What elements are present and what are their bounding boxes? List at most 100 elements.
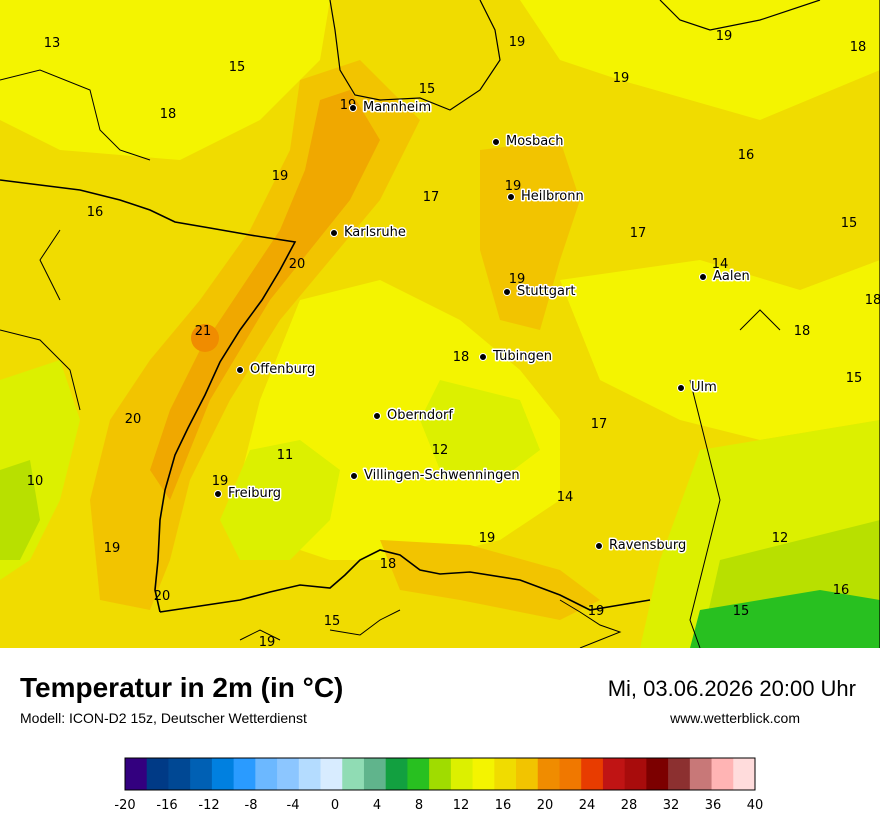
legend-swatch xyxy=(342,758,365,790)
temperature-value: 15 xyxy=(846,371,863,386)
city-label: Karlsruhe xyxy=(344,225,406,240)
city-label: Heilbronn xyxy=(521,189,584,204)
temperature-value: 19 xyxy=(509,35,526,50)
legend-swatches xyxy=(124,757,756,791)
color-legend: -20 -16 -12 -8 -4 0 4 8 12 16 20 24 28 32 36 40 xyxy=(114,757,763,813)
temperature-value: 15 xyxy=(419,82,436,97)
city-marker: Heilbronn xyxy=(507,188,585,206)
city-marker: Oberndorf xyxy=(373,407,455,425)
hotspot-21 xyxy=(191,324,219,352)
temperature-value: 15 xyxy=(324,614,341,629)
temperature-value: 19 xyxy=(212,474,229,489)
map-title: Temperatur in 2m (in °C) xyxy=(20,672,344,703)
city-label: Stuttgart xyxy=(517,284,575,299)
model-source: Modell: ICON-D2 15z, Deutscher Wetterdie… xyxy=(20,710,307,726)
city-label: Aalen xyxy=(713,269,750,284)
temperature-value: 19 xyxy=(509,272,526,287)
legend-tick-label: 12 xyxy=(453,798,470,813)
temperature-values: 13 15 19 19 18 19 15 19 18 16 19 17 19 16 17 15 20 14 19 18… xyxy=(27,29,880,648)
temperature-value: 13 xyxy=(44,36,61,51)
legend-swatch xyxy=(277,758,300,790)
map-canvas xyxy=(0,0,880,648)
legend-tick-label: 16 xyxy=(495,798,512,813)
legend-swatch xyxy=(494,758,517,790)
temperature-value: 17 xyxy=(630,226,647,241)
temp-region-cool-northeast xyxy=(520,0,880,120)
legend-tick-label: 40 xyxy=(747,798,764,813)
legend-swatch xyxy=(233,758,256,790)
temp-region-west-green xyxy=(0,460,40,560)
legend-tick-label: -16 xyxy=(156,798,177,813)
temperature-value: 20 xyxy=(125,412,142,427)
legend-swatch xyxy=(689,758,713,790)
temperature-value: 19 xyxy=(588,604,605,619)
border-inner xyxy=(0,69,781,648)
city-label: Freiburg xyxy=(228,486,281,501)
legend-ticks: -20 -16 -12 -8 -4 0 4 8 12 16 20 24 28 32 36 40 xyxy=(114,798,763,813)
city-label: Offenburg xyxy=(250,362,315,377)
legend-swatch xyxy=(255,758,278,790)
legend-swatch xyxy=(168,758,191,790)
temperature-value: 14 xyxy=(557,490,574,505)
city-marker: Freiburg xyxy=(214,485,283,503)
legend-swatch xyxy=(211,758,235,790)
city-marker: Ravensburg xyxy=(595,537,688,555)
temperature-value: 18 xyxy=(160,107,177,122)
city-marker: Karlsruhe xyxy=(330,224,407,242)
temperature-value: 17 xyxy=(591,417,608,432)
city-dot xyxy=(350,472,358,480)
temperature-value: 18 xyxy=(380,557,397,572)
legend-tick-label: 28 xyxy=(621,798,638,813)
city-label: Mannheim xyxy=(363,100,431,115)
temperature-value: 15 xyxy=(733,604,750,619)
temp-region-cool-north xyxy=(0,0,330,160)
city-label: Villingen-Schwenningen xyxy=(364,468,520,483)
city-dot xyxy=(492,138,500,146)
temp-region-alps-dark xyxy=(690,590,880,648)
legend-tick-label: 8 xyxy=(415,798,423,813)
city-dot xyxy=(479,353,487,361)
temperature-value: 18 xyxy=(794,324,811,339)
legend-swatch xyxy=(581,758,604,790)
legend-tick-label: 4 xyxy=(373,798,381,813)
legend-swatch xyxy=(472,758,495,790)
website-link[interactable]: www.wetterblick.com xyxy=(670,710,800,726)
legend-tick-label: -12 xyxy=(198,798,219,813)
legend-swatch xyxy=(146,758,169,790)
legend-swatch xyxy=(429,758,452,790)
legend-swatch xyxy=(363,758,387,790)
temp-region-alb xyxy=(560,260,880,440)
city-dot xyxy=(507,193,515,201)
temperature-value: 20 xyxy=(289,257,306,272)
city-marker: Aalen xyxy=(699,268,751,286)
temperature-value: 11 xyxy=(277,448,294,463)
temperature-value: 17 xyxy=(423,190,440,205)
border-germany-france xyxy=(0,179,297,613)
legend-tick-label: -8 xyxy=(245,798,258,813)
temperature-value: 14 xyxy=(712,257,729,272)
city-marker: Mannheim xyxy=(349,99,433,117)
city-marker: Villingen-Schwenningen xyxy=(350,467,521,485)
temperature-value: 18 xyxy=(453,350,470,365)
legend-swatch xyxy=(298,758,322,790)
temperature-value: 16 xyxy=(738,148,755,163)
city-label: Oberndorf xyxy=(387,408,453,423)
border-switzerland xyxy=(159,549,651,613)
legend-swatch xyxy=(668,758,691,790)
border-baden-wuerttemberg xyxy=(329,0,880,648)
legend-tick-label: 20 xyxy=(537,798,554,813)
city-marker: Stuttgart xyxy=(503,283,577,301)
temperature-value: 19 xyxy=(272,169,289,184)
city-label: Mosbach xyxy=(506,134,564,149)
legend-tick-label: 0 xyxy=(331,798,339,813)
temp-region-alb-cool xyxy=(420,380,540,480)
temperature-value: 10 xyxy=(27,474,44,489)
city-dot xyxy=(330,229,338,237)
temperature-value: 19 xyxy=(104,541,121,556)
temperature-value: 19 xyxy=(613,71,630,86)
legend-swatch xyxy=(537,758,560,790)
city-marker: Offenburg xyxy=(236,361,317,379)
city-label: Ulm xyxy=(691,380,717,395)
legend-border xyxy=(124,757,756,791)
footer: Temperatur in 2m (in °C) Modell: ICON-D2… xyxy=(0,648,880,830)
